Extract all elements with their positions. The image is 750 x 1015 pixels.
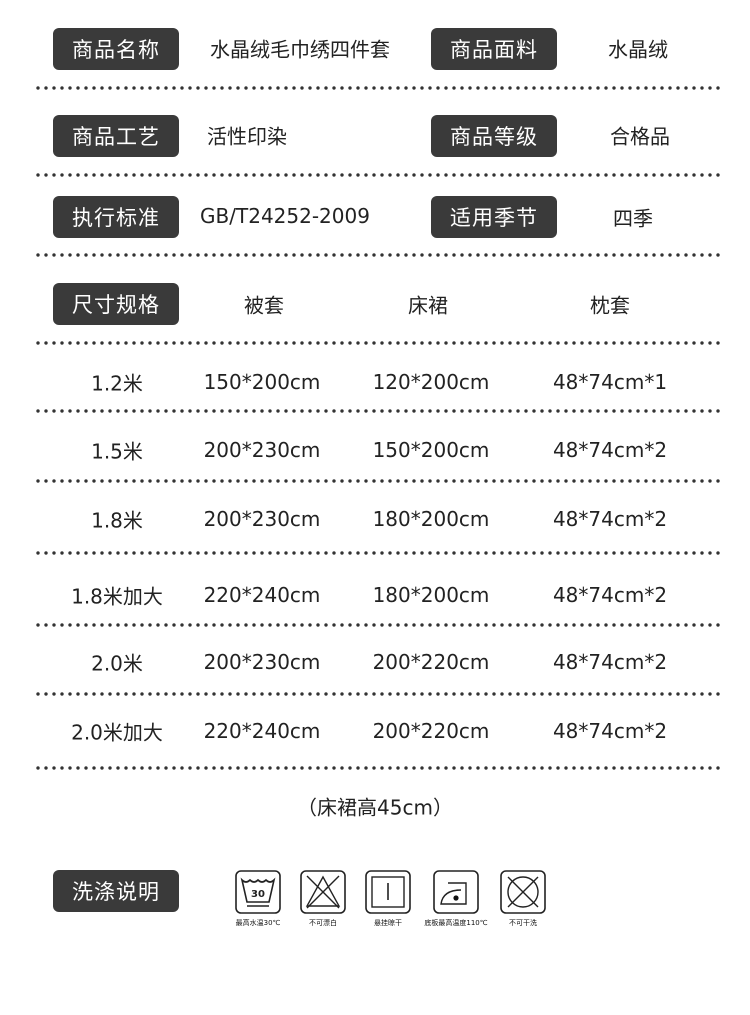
size-name: 1.2米: [91, 371, 143, 396]
label-badge: 适用季节: [431, 196, 557, 238]
no-bleach-icon: [300, 870, 346, 914]
size-cell: 180*200cm: [372, 583, 490, 607]
dotted-divider: [34, 692, 722, 696]
attribute-value: GB/T24252-2009: [200, 204, 370, 228]
size-name: 1.8米加大: [71, 584, 163, 609]
size-label-badge: 尺寸规格: [53, 283, 179, 325]
dotted-divider: [34, 479, 722, 483]
label-badge: 执行标准: [53, 196, 179, 238]
care-item: 悬挂晾干: [353, 870, 423, 928]
hang-dry-icon: [365, 870, 411, 914]
attribute-value: 水晶绒: [608, 37, 668, 62]
care-label-badge: 洗涤说明: [53, 870, 179, 912]
attribute-value: 合格品: [610, 124, 670, 149]
column-header: 枕套: [590, 293, 630, 318]
column-header: 被套: [244, 293, 284, 318]
svg-text:30: 30: [251, 889, 265, 900]
label-badge: 商品名称: [53, 28, 179, 70]
size-name: 2.0米: [91, 651, 143, 676]
care-text: 不可漂白: [309, 919, 337, 927]
size-cell: 150*200cm: [203, 370, 321, 394]
size-cell: 200*230cm: [203, 507, 321, 531]
care-item: 30 最高水温30℃: [223, 870, 293, 928]
size-cell: 48*74cm*1: [552, 370, 668, 394]
size-cell: 48*74cm*2: [552, 719, 668, 743]
size-name: 1.5米: [91, 439, 143, 464]
size-cell: 200*230cm: [203, 438, 321, 462]
care-text: 最高水温30℃: [235, 919, 281, 927]
size-cell: 120*200cm: [372, 370, 490, 394]
size-cell: 200*220cm: [372, 650, 490, 674]
dotted-divider: [34, 253, 722, 257]
care-item: 底板最高温度110℃: [421, 870, 491, 928]
size-cell: 220*240cm: [203, 719, 321, 743]
attribute-value: 水晶绒毛巾绣四件套: [210, 37, 390, 62]
iron-medium-icon: [433, 870, 479, 914]
care-text: 底板最高温度110℃: [424, 919, 488, 927]
attribute-value: 四季: [613, 206, 653, 231]
bed-skirt-note: （床裙高45cm）: [297, 795, 453, 820]
dotted-divider: [34, 766, 722, 770]
care-text: 悬挂晾干: [374, 919, 402, 927]
dotted-divider: [34, 623, 722, 627]
size-cell: 48*74cm*2: [552, 583, 668, 607]
dotted-divider: [34, 341, 722, 345]
column-header: 床裙: [408, 293, 448, 318]
size-cell: 200*230cm: [203, 650, 321, 674]
label-badge: 商品面料: [431, 28, 557, 70]
size-name: 1.8米: [91, 508, 143, 533]
dotted-divider: [34, 409, 722, 413]
size-cell: 200*220cm: [372, 719, 490, 743]
attribute-value: 活性印染: [207, 124, 287, 149]
dotted-divider: [34, 173, 722, 177]
size-name: 2.0米加大: [71, 720, 163, 745]
size-cell: 150*200cm: [372, 438, 490, 462]
size-cell: 48*74cm*2: [552, 507, 668, 531]
size-cell: 180*200cm: [372, 507, 490, 531]
dotted-divider: [34, 86, 722, 90]
size-cell: 220*240cm: [203, 583, 321, 607]
care-text: 不可干洗: [509, 919, 537, 927]
no-dry-clean-icon: [500, 870, 546, 914]
label-badge: 商品等级: [431, 115, 557, 157]
size-cell: 48*74cm*2: [552, 438, 668, 462]
dotted-divider: [34, 551, 722, 555]
care-item: 不可干洗: [488, 870, 558, 928]
label-badge: 商品工艺: [53, 115, 179, 157]
size-cell: 48*74cm*2: [552, 650, 668, 674]
wash-30-icon: 30: [235, 870, 281, 914]
care-item: 不可漂白: [288, 870, 358, 928]
